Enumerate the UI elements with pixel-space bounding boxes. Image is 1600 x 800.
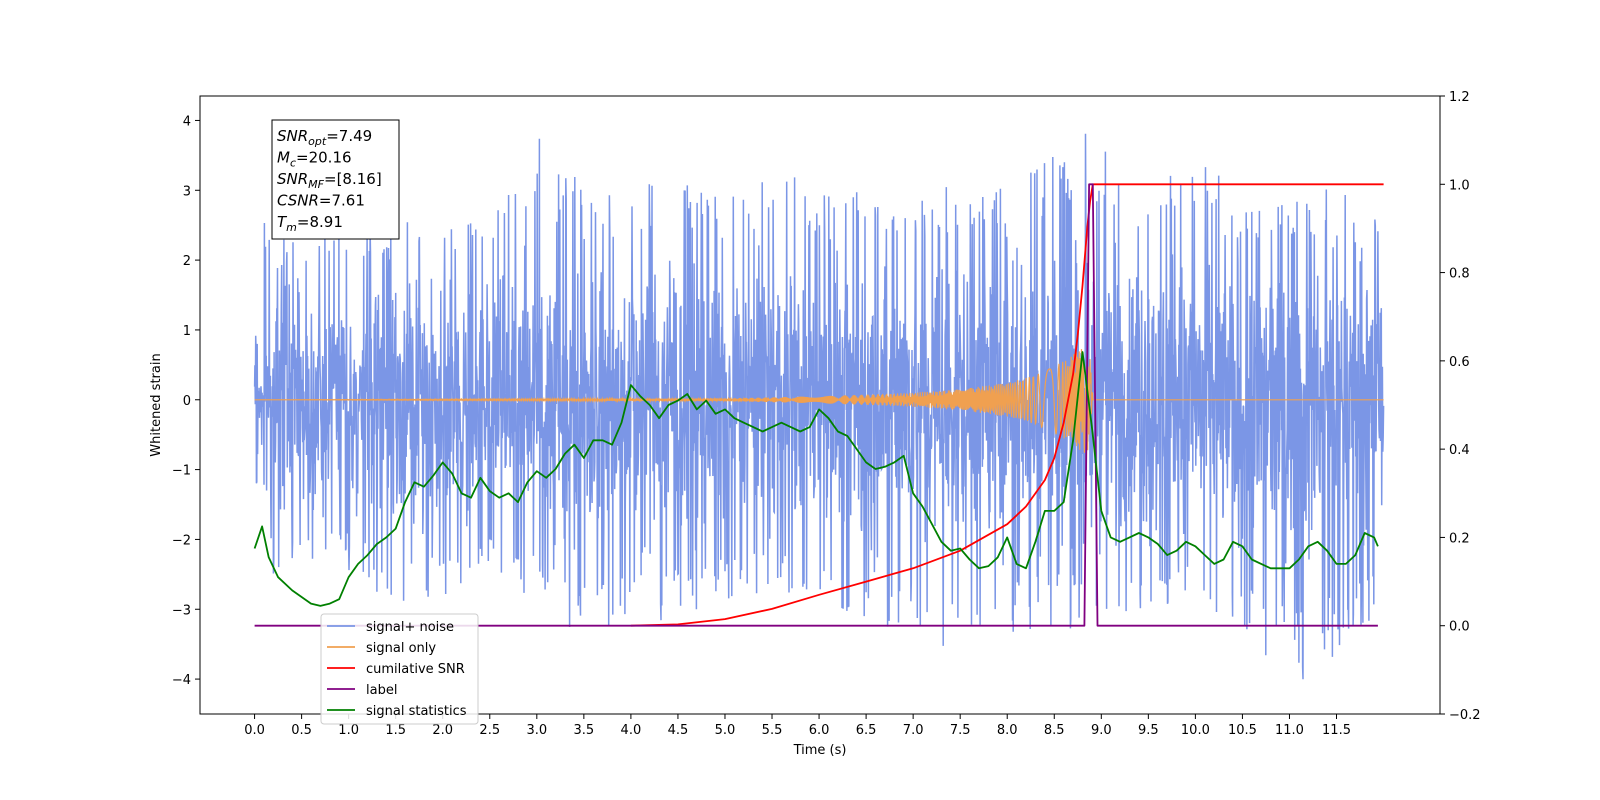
legend-label: signal statistics xyxy=(366,704,467,719)
x-tick-label: 6.0 xyxy=(809,723,830,738)
series-signal-only-line xyxy=(254,349,1384,453)
series-signal-statistics-line xyxy=(253,351,1379,607)
x-axis-label: Time (s) xyxy=(793,743,847,758)
y2-tick-label: 0.8 xyxy=(1449,267,1470,282)
legend-label: signal+ noise xyxy=(366,620,454,635)
y2-tick-label: 0.6 xyxy=(1449,355,1470,370)
x-tick-label: 6.5 xyxy=(856,723,877,738)
y2-tick-label: 0.2 xyxy=(1449,531,1470,546)
x-tick-label: 2.5 xyxy=(479,723,500,738)
x-tick-label: 5.5 xyxy=(762,723,783,738)
series-label-line xyxy=(254,183,1378,627)
legend-item-cumulative-snr: cumilative SNR xyxy=(327,662,465,677)
x-tick-label: 1.0 xyxy=(338,723,359,738)
info-box-line: CSNR=7.61 xyxy=(277,192,365,210)
series-layer xyxy=(253,133,1385,680)
plot-frame xyxy=(199,95,1441,715)
y-tick-label: 3 xyxy=(183,184,191,199)
x-tick-label: 1.5 xyxy=(385,723,406,738)
y2-tick-label: 0.4 xyxy=(1449,443,1470,458)
info-box-line: Mc=20.16 xyxy=(277,149,352,170)
y2-tick-label: 0.0 xyxy=(1449,620,1470,635)
x-tick-label: 10.0 xyxy=(1181,723,1210,738)
legend: signal+ noise signal only cumilative SNR la… xyxy=(320,613,479,725)
x-tick-label: 3.0 xyxy=(526,723,547,738)
info-box-line: SNRMF=[8.16] xyxy=(277,170,382,191)
y-axis-right: −0.2 0.0 0.2 0.4 0.6 0.8 1.0 1.2 xyxy=(1440,90,1481,723)
y-tick-label: 1 xyxy=(183,324,191,339)
x-tick-label: 8.0 xyxy=(997,723,1018,738)
legend-label: cumilative SNR xyxy=(366,662,465,677)
y-tick-label: −1 xyxy=(172,464,191,479)
x-tick-label: 5.0 xyxy=(715,723,736,738)
y-tick-label: −4 xyxy=(172,673,191,688)
legend-frame xyxy=(320,613,479,725)
y-axis-label: Whitened strain xyxy=(149,353,164,456)
x-tick-label: 4.0 xyxy=(621,723,642,738)
legend-label: signal only xyxy=(366,641,436,656)
x-tick-label: 7.5 xyxy=(950,723,971,738)
y-tick-label: 0 xyxy=(183,394,191,409)
legend-label: label xyxy=(366,683,397,698)
x-tick-label: 2.0 xyxy=(432,723,453,738)
x-tick-label: 0.5 xyxy=(291,723,312,738)
legend-item-signal-noise: signal+ noise xyxy=(327,620,454,635)
x-tick-label: 3.5 xyxy=(574,723,595,738)
x-tick-label: 4.5 xyxy=(668,723,689,738)
x-tick-label: 11.5 xyxy=(1322,723,1351,738)
y-tick-label: −2 xyxy=(172,533,191,548)
info-box: SNRopt=7.49Mc=20.16SNRMF=[8.16]CSNR=7.61… xyxy=(271,119,400,240)
x-tick-label: 11.0 xyxy=(1275,723,1304,738)
y2-tick-label: −0.2 xyxy=(1449,708,1481,723)
y-tick-label: −3 xyxy=(172,603,191,618)
legend-item-signal-only: signal only xyxy=(327,641,436,656)
x-tick-label: 7.0 xyxy=(903,723,924,738)
y-axis-left: −4 −3 −2 −1 0 1 2 3 4 xyxy=(172,114,200,688)
legend-item-label: label xyxy=(327,683,397,698)
y-tick-label: 4 xyxy=(183,114,191,129)
x-tick-label: 9.0 xyxy=(1091,723,1112,738)
info-box-line: SNRopt=7.49 xyxy=(277,127,372,148)
y2-tick-label: 1.2 xyxy=(1449,90,1470,105)
y-tick-label: 2 xyxy=(183,254,191,269)
info-box-frame xyxy=(271,119,400,240)
y2-tick-label: 1.0 xyxy=(1449,178,1470,193)
x-tick-label: 8.5 xyxy=(1044,723,1065,738)
series-signal-noise-line xyxy=(253,133,1385,680)
x-tick-label: 10.5 xyxy=(1228,723,1257,738)
x-tick-label: 9.5 xyxy=(1138,723,1159,738)
x-tick-label: 0.0 xyxy=(244,723,265,738)
legend-item-signal-statistics: signal statistics xyxy=(327,704,467,719)
info-box-line: Tm=8.91 xyxy=(277,213,343,234)
x-axis: 0.0 0.5 1.0 1.5 2.0 2.5 3.0 3.5 4.0 4.5 5.0 5.5 6.0 6… xyxy=(244,714,1351,738)
